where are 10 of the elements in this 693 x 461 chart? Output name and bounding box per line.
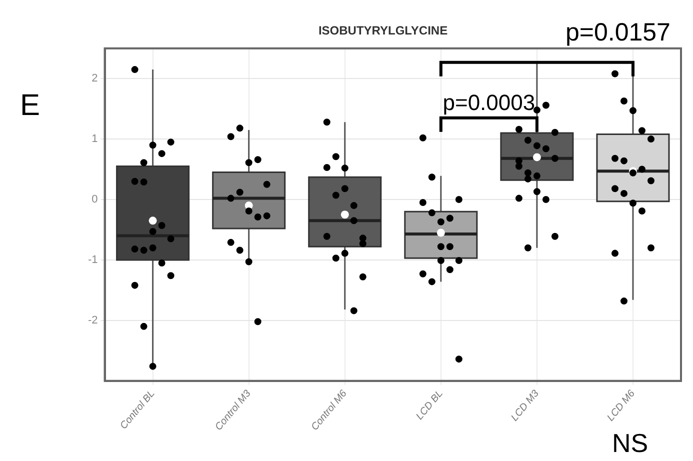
text: NS bbox=[612, 428, 648, 458]
text: E bbox=[20, 89, 40, 122]
y-tick-label: -1 bbox=[88, 254, 98, 266]
y-tick-label: 2 bbox=[92, 72, 98, 85]
y-tick-label: 0 bbox=[92, 194, 98, 206]
y-tick-label: -2 bbox=[88, 314, 98, 326]
text: p=0.0157 bbox=[565, 18, 670, 46]
y-tick-label: 1 bbox=[92, 133, 98, 146]
annotation: p=0.0003 bbox=[442, 90, 536, 115]
chart-title: ISOBUTYRYLGLYCINE bbox=[318, 24, 448, 38]
